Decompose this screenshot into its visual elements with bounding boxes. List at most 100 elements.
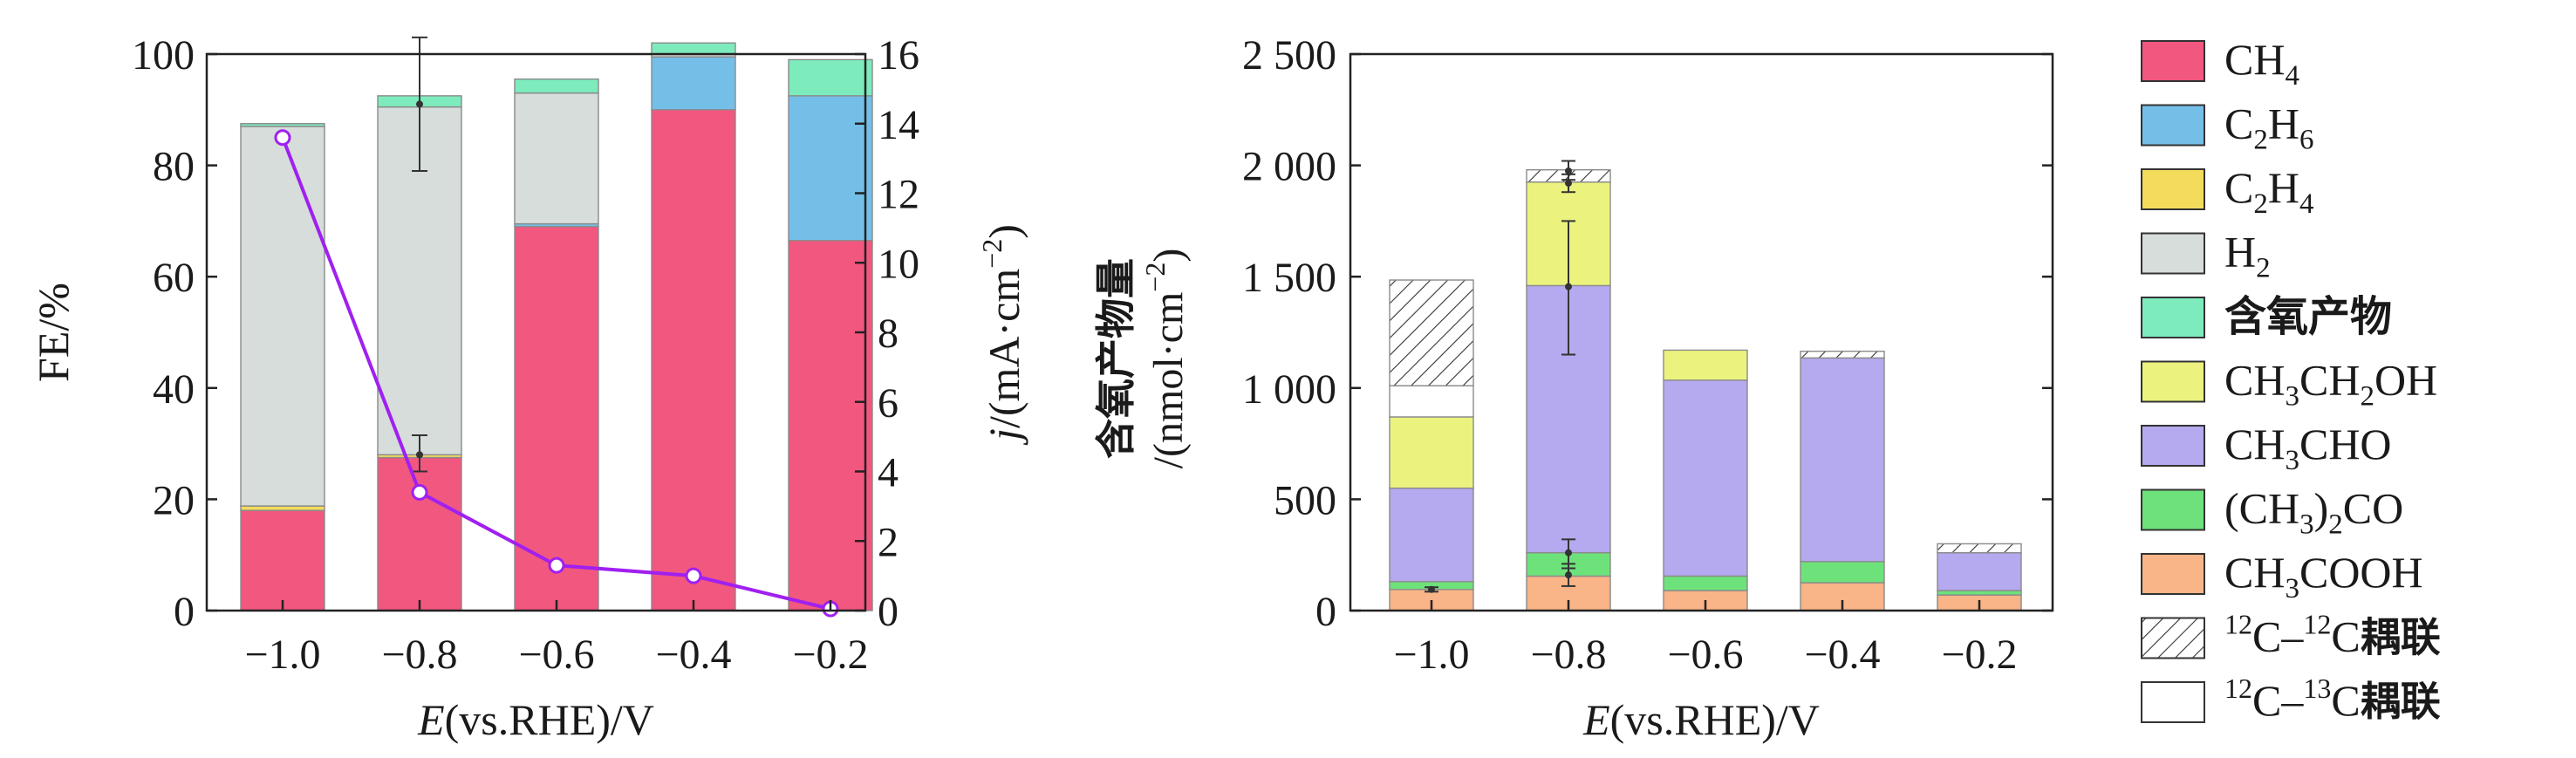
y-axis-label: 含氧产物量 [1092, 258, 1139, 459]
current-density-point-1 [411, 483, 428, 501]
bar-oxygenates-3 [651, 42, 736, 55]
legend-label-c12c12: 12C–12C耦联 [2224, 609, 2441, 661]
bar-C2H4-0 [240, 505, 325, 511]
chart-left-faradaic-efficiency: 0 20 40 60 80 100 0 2 4 6 8 10 12 14 16 −1.0 −0.8 −0.6 −0.… [29, 32, 1028, 744]
x-tick-label: −0.8 [1530, 632, 1606, 678]
chart-right-oxygenate-amount: 0 500 1 000 1 500 2 000 2 500 −1.0 −0.8 −0.6 −0.4… [1092, 32, 2054, 744]
legend-label-c12c13: 12C–13C耦联 [2224, 673, 2441, 725]
y2-tick-label: 2 [878, 519, 899, 565]
current-density-point-3 [685, 567, 702, 584]
error-point-1 [416, 100, 423, 108]
bar-CH3CHO-2 [1663, 379, 1748, 577]
y-tick-label: 2 000 [1242, 144, 1336, 190]
bar-CH3CHO-3 [1800, 357, 1885, 563]
bar-CH4-1 [377, 456, 462, 611]
legend-swatch-CH3_2CO [2141, 488, 2205, 531]
error-point-2 [1565, 549, 1572, 557]
bar-c12c12-3 [1800, 350, 1885, 359]
bar-CH3_2CO-2 [1663, 575, 1748, 591]
y2-tick-label: 6 [878, 380, 899, 427]
y2-tick-label: 12 [878, 172, 919, 218]
error-point-0 [1428, 585, 1435, 593]
legend-swatch-CH3CHO [2141, 425, 2205, 467]
bar-H2-0 [240, 126, 325, 507]
bar-CH3CHO-4 [1937, 551, 2022, 591]
error-point-3 [1565, 283, 1572, 290]
bar-CH4-0 [240, 509, 325, 611]
bar-CH3CH2OH-0 [1389, 416, 1474, 489]
bar-CH3_2CO-4 [1937, 590, 2022, 596]
bar-CH4-2 [514, 226, 599, 611]
y-tick-label: 0 [174, 589, 195, 635]
bar-H2-1 [377, 106, 462, 456]
x-tick-label: −0.6 [1667, 632, 1743, 678]
bar-c12c13-0 [1389, 385, 1474, 418]
legend: CH4 C2H6 C2H4 H2 含氧产物 CH3CH2OH CH3CHO (CH3)2CO C… [2141, 35, 2441, 725]
legend-swatch-c12c13 [2141, 681, 2205, 723]
legend-label-H2: H2 [2224, 228, 2271, 284]
legend-label-oxygenates: 含氧产物 [2224, 292, 2392, 341]
y-tick-label: 40 [153, 366, 195, 413]
y2-tick-label: 8 [878, 311, 899, 357]
legend-swatch-CH3CH2OH [2141, 360, 2205, 403]
x-axis-label: E(vs.RHE)/V [417, 695, 654, 744]
x-axis-label: E(vs.RHE)/V [1582, 695, 1820, 744]
bar-CH4-4 [788, 240, 873, 611]
bar-C2H6-4 [788, 95, 873, 242]
x-tick-label: −1.0 [244, 632, 320, 678]
legend-label-C2H6: C2H6 [2224, 99, 2313, 156]
x-tick-label: −0.4 [1804, 632, 1880, 678]
y-tick-label: 1 000 [1242, 366, 1336, 413]
y-tick-label: 80 [153, 144, 195, 190]
y2-tick-label: 0 [878, 589, 899, 635]
legend-label-CH4: CH4 [2224, 35, 2299, 92]
y-tick-label: 0 [1315, 589, 1336, 635]
y2-tick-label: 14 [878, 102, 919, 148]
error-point-4 [1565, 180, 1572, 188]
bar-oxygenates-4 [788, 58, 873, 97]
legend-label-CH3CH2OH: CH3CH2OH [2224, 356, 2437, 413]
y2-axis-label: j/(mA·cm−2) [976, 224, 1028, 446]
bar-oxygenates-2 [514, 79, 599, 94]
y-axis-label: FE/% [29, 283, 78, 382]
legend-swatch-C2H4 [2141, 168, 2205, 210]
x-tick-label: −0.8 [381, 632, 457, 678]
current-density-point-2 [548, 557, 565, 574]
bar-H2-2 [514, 92, 599, 225]
y-tick-label: 60 [153, 255, 195, 301]
y2-tick-label: 4 [878, 450, 899, 496]
legend-swatch-c12c12 [2141, 617, 2205, 659]
legend-swatch-H2 [2141, 232, 2205, 275]
x-tick-label: −0.6 [518, 632, 594, 678]
legend-label-CH3COOH: CH3COOH [2224, 548, 2423, 604]
legend-swatch-CH4 [2141, 40, 2205, 82]
bar-C2H6-3 [651, 56, 736, 111]
bar-oxygenates-0 [240, 123, 325, 127]
error-point-5 [1565, 167, 1572, 174]
y-tick-label: 2 500 [1242, 32, 1336, 79]
error-point-1 [1565, 571, 1572, 579]
x-tick-label: −0.4 [655, 632, 731, 678]
y2-tick-label: 16 [878, 32, 919, 79]
current-density-point-0 [274, 129, 291, 147]
bar-CH3CH2OH-2 [1663, 349, 1748, 381]
x-tick-label: −1.0 [1393, 632, 1469, 678]
legend-label-CH3CHO: CH3CHO [2224, 420, 2392, 476]
bar-CH3_2CO-3 [1800, 561, 1885, 584]
error-point-0 [416, 451, 423, 459]
y-tick-label: 20 [153, 477, 195, 523]
legend-label-C2H4: C2H4 [2224, 163, 2313, 220]
y-tick-label: 100 [132, 32, 195, 79]
y-axis-label-units: /(nmol·cm−2) [1139, 249, 1192, 469]
y-tick-label: 500 [1274, 477, 1336, 523]
x-tick-label: −0.2 [792, 632, 868, 678]
bar-CH4-3 [651, 109, 736, 611]
bar-c12c12-4 [1937, 543, 2022, 554]
x-tick-label: −0.2 [1941, 632, 2017, 678]
plot-frame [1349, 52, 2054, 612]
legend-swatch-CH3COOH [2141, 553, 2205, 595]
bar-c12c12-0 [1389, 279, 1474, 386]
y-tick-label: 1 500 [1242, 255, 1336, 301]
legend-swatch-oxygenates [2141, 297, 2205, 338]
